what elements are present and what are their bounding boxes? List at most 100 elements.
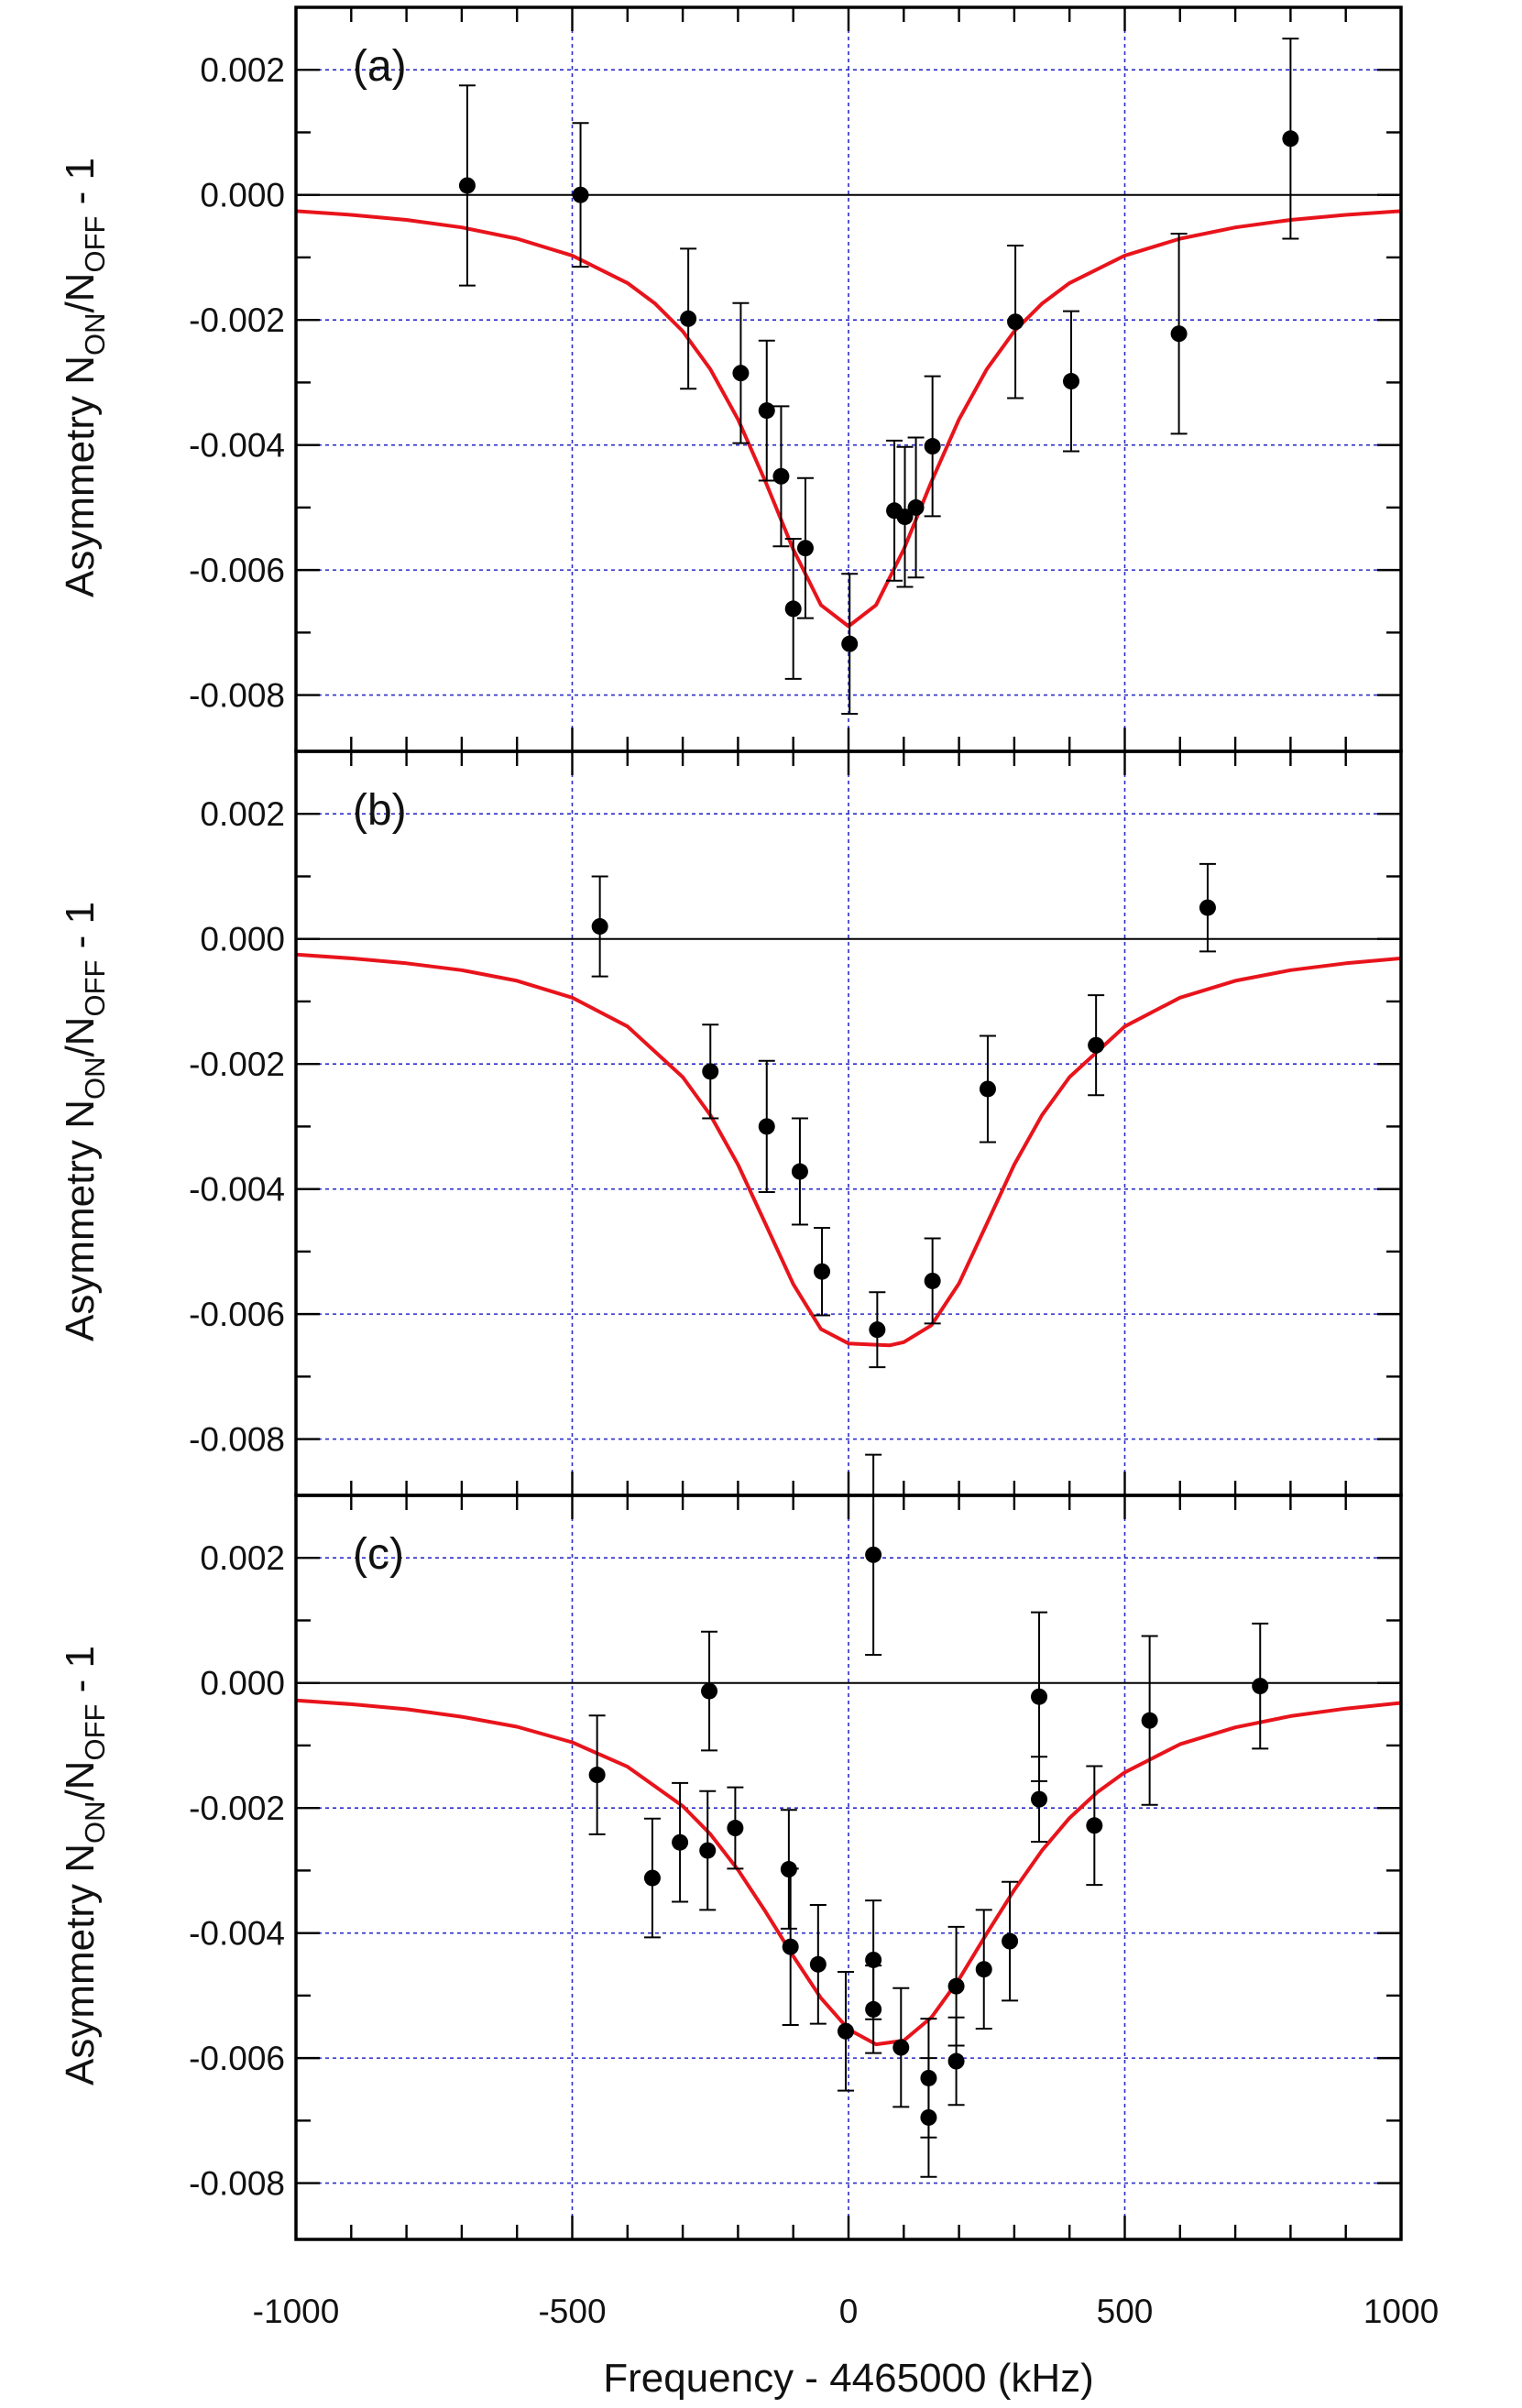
data-point [588, 1767, 606, 1784]
data-point [591, 918, 608, 936]
y-tick-label: 0.002 [200, 1539, 285, 1577]
y-axis-title-c: Asymmetry NON/NOFF - 1 [58, 1646, 111, 2085]
data-point [947, 1977, 965, 1995]
data-point [1063, 373, 1080, 390]
ylabel-mid: /N [58, 1761, 103, 1801]
ylabel-mid: /N [58, 1017, 103, 1057]
ylabel-main: Asymmetry N [58, 356, 103, 597]
data-point [865, 1546, 882, 1563]
x-tick-label: -1000 [253, 2293, 340, 2330]
x-axis-title: Frequency - 4465000 (kHz) [603, 2356, 1094, 2401]
panel-label: (c) [353, 1530, 404, 1579]
data-point [643, 1869, 661, 1887]
data-point [758, 1118, 775, 1135]
data-point [1088, 1036, 1105, 1054]
data-point [1086, 1817, 1103, 1834]
panel-frame [294, 1494, 1403, 2241]
data-point [1002, 1932, 1019, 1950]
data-point [727, 1820, 744, 1837]
data-point [1170, 325, 1188, 343]
y-tick-label: -0.008 [189, 677, 285, 715]
data-point [572, 186, 589, 203]
ylabel-tail: - 1 [58, 1646, 103, 1704]
ylabel-main: Asymmetry N [58, 1100, 103, 1341]
ylabel-sub-on: ON [79, 1057, 111, 1100]
data-point [1199, 899, 1216, 916]
y-tick-label: 0.002 [200, 795, 285, 833]
ylabel-mid: /N [58, 273, 103, 313]
data-point [920, 2108, 937, 2126]
y-tick-label: 0.002 [200, 51, 285, 89]
data-point [837, 2022, 854, 2040]
ylabel-main: Asymmetry N [58, 1844, 103, 2085]
data-point [869, 1321, 886, 1339]
fit-curve [295, 952, 1402, 1348]
data-point [1007, 313, 1024, 331]
data-point [809, 1955, 827, 1973]
ylabel-tail: - 1 [58, 902, 103, 960]
ylabel-sub-off: OFF [79, 216, 111, 273]
data-point [791, 1163, 808, 1180]
data-point [784, 600, 802, 618]
data-point [796, 540, 814, 557]
y-tick-label: 0.000 [200, 177, 285, 214]
data-point [924, 438, 941, 455]
y-tick-label: -0.004 [189, 427, 285, 465]
data-point [772, 467, 790, 485]
data-point [814, 1263, 831, 1280]
data-point [924, 1272, 941, 1289]
x-tick-label: 1000 [1363, 2293, 1439, 2330]
ylabel-sub-off: OFF [79, 960, 111, 1017]
data-point [1031, 1790, 1048, 1808]
y-tick-label: -0.006 [189, 1296, 285, 1333]
y-axis-title-b: Asymmetry NON/NOFF - 1 [58, 902, 111, 1341]
ylabel-tail: - 1 [58, 158, 103, 216]
data-point [672, 1833, 689, 1851]
fit-curve [295, 209, 1402, 629]
data-point [1031, 1688, 1048, 1705]
data-point [865, 1951, 882, 1968]
data-point [892, 2039, 910, 2056]
y-tick-label: -0.004 [189, 1915, 285, 1953]
data-point [865, 2000, 882, 2018]
data-point [1282, 130, 1299, 148]
data-point [702, 1063, 719, 1080]
y-axis-title-a: Asymmetry NON/NOFF - 1 [58, 158, 111, 597]
panel-a: 0.002 0.000 -0.002 -0.004 -0.006 -0.008 (a) [189, 5, 1403, 753]
data-point [907, 498, 925, 516]
panel-b: 0.002 0.000 -0.002 -0.004 -0.006 -0.008 (b) [189, 750, 1403, 1497]
data-point [680, 310, 697, 327]
data-point [979, 1080, 996, 1098]
data-point [896, 509, 914, 526]
x-tick-label: 500 [1097, 2293, 1154, 2330]
data-point [701, 1682, 718, 1700]
y-tick-label: -0.008 [189, 2165, 285, 2203]
y-tick-label: -0.008 [189, 1421, 285, 1459]
ylabel-sub-on: ON [79, 313, 111, 356]
ylabel-sub-off: OFF [79, 1704, 111, 1761]
x-tick-label: 0 [839, 2293, 859, 2330]
y-tick-label: -0.006 [189, 2040, 285, 2077]
data-point [758, 402, 775, 420]
data-point [782, 1938, 799, 1955]
data-point [1252, 1678, 1269, 1695]
data-point [458, 177, 476, 194]
data-point [1141, 1712, 1158, 1729]
ylabel-sub-on: ON [79, 1801, 111, 1844]
y-tick-label: -0.002 [189, 1045, 285, 1083]
data-point [975, 1961, 992, 1978]
panel-c: 0.002 0.000 -0.002 -0.004 -0.006 -0.008 (c) [189, 1453, 1403, 2241]
fit-curve [295, 1698, 1402, 2047]
y-tick-label: 0.000 [200, 921, 285, 958]
data-point [732, 365, 750, 382]
y-tick-label: -0.002 [189, 301, 285, 339]
data-point [699, 1842, 717, 1859]
x-tick-labels: -1000 -500 0 500 1000 [253, 2293, 1439, 2330]
panel-label: (b) [353, 786, 407, 835]
y-tick-label: -0.002 [189, 1790, 285, 1827]
panel-label: (a) [353, 42, 407, 91]
y-tick-label: -0.006 [189, 552, 285, 589]
y-tick-label: 0.000 [200, 1665, 285, 1702]
data-point [947, 2052, 965, 2070]
